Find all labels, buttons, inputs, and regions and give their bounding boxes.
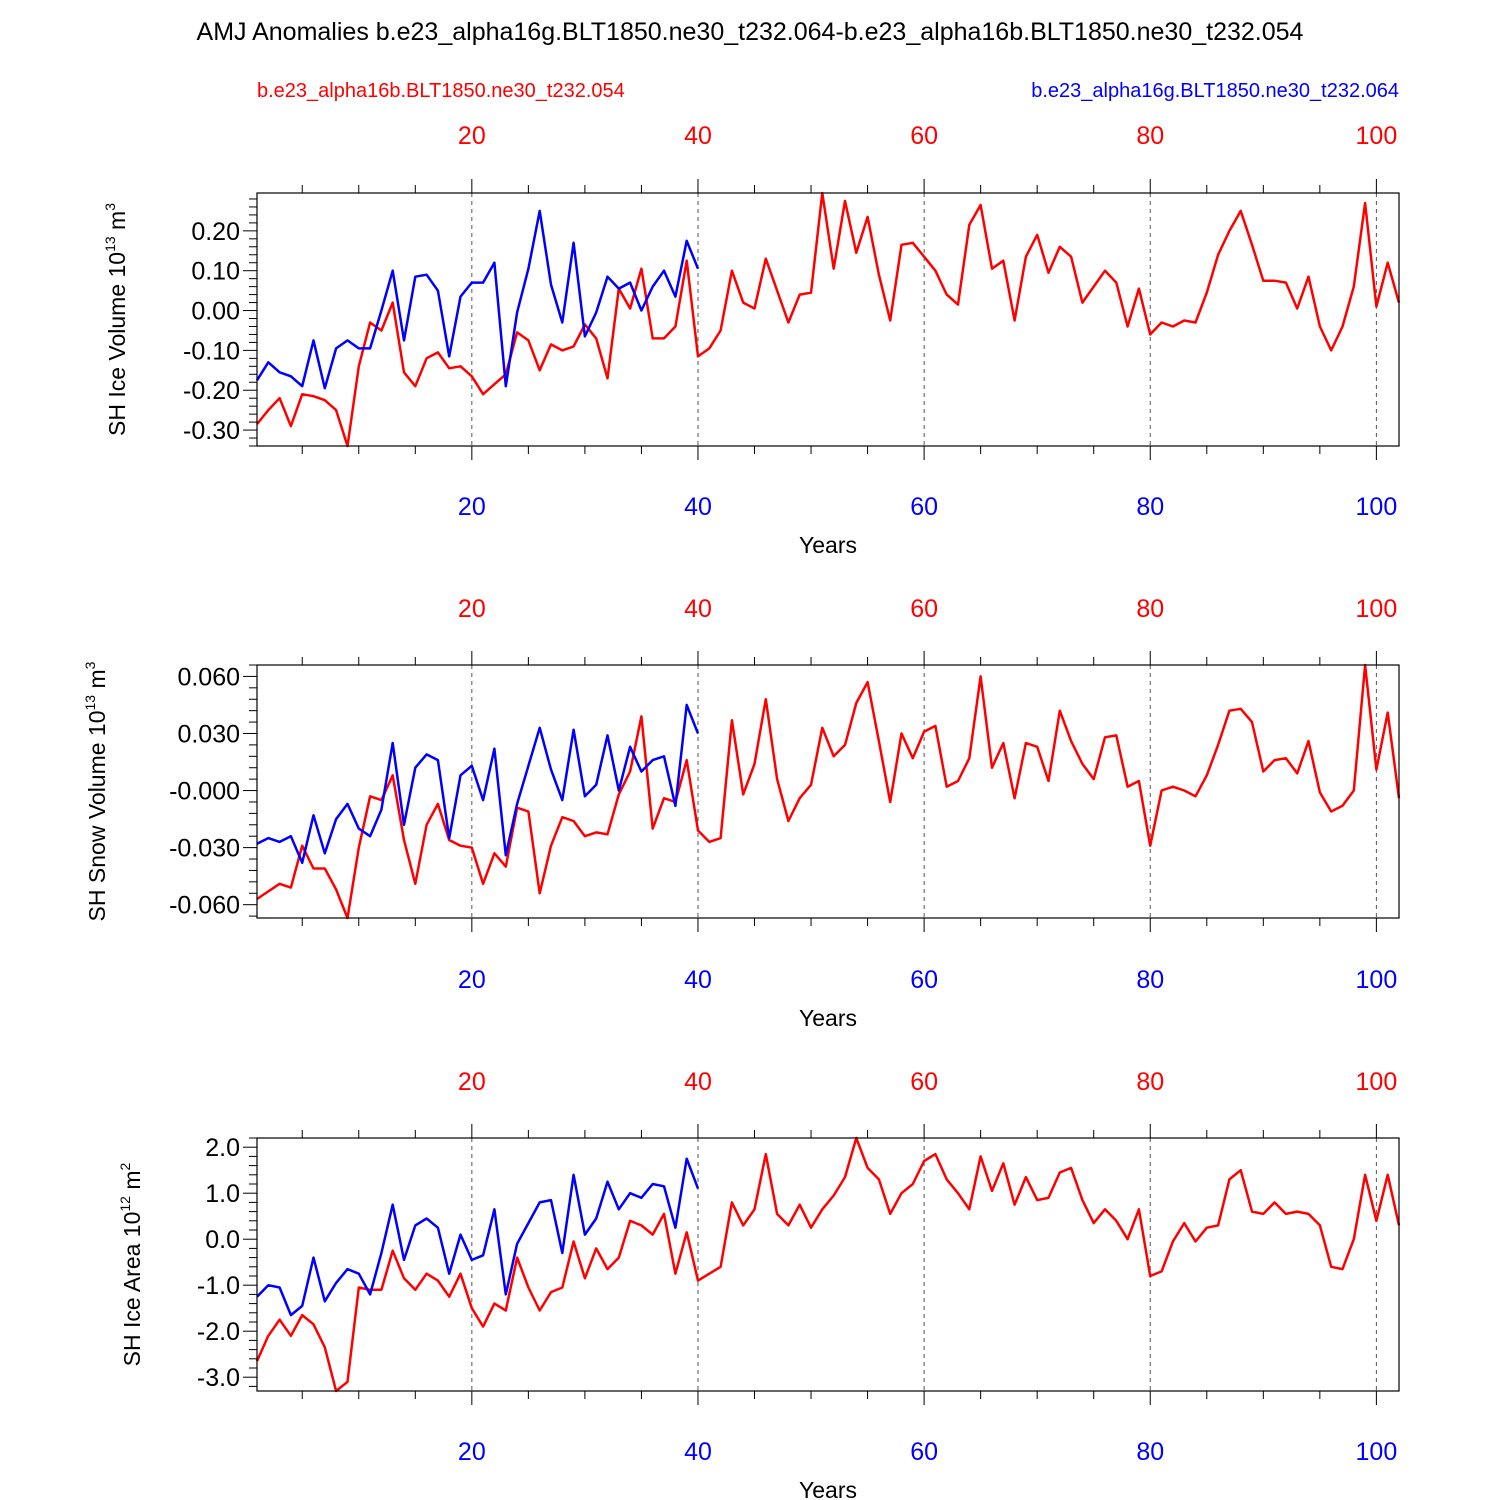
- x-tick-label-bottom: 40: [684, 966, 712, 994]
- series-line-blue: [256, 1157, 700, 1317]
- x-tick-label-bottom: 40: [684, 493, 712, 521]
- series-line-blue: [256, 703, 700, 865]
- x-tick-label-bottom: 60: [910, 1438, 938, 1466]
- y-tick-label: 0.0: [205, 1226, 240, 1254]
- x-tick-label-bottom: 80: [1136, 493, 1164, 521]
- y-tick-label: 0.20: [191, 218, 240, 246]
- x-tick-label-top: 60: [910, 595, 938, 623]
- x-tick-label-top: 100: [1356, 1068, 1398, 1096]
- plot-frame: [256, 192, 1400, 447]
- x-tick-label-top: 20: [458, 1068, 486, 1096]
- x-tick-label-top: 80: [1136, 595, 1164, 623]
- y-tick-label: -0.30: [183, 417, 240, 445]
- x-tick-label-bottom: 100: [1356, 493, 1398, 521]
- y-tick-label: -0.20: [183, 377, 240, 405]
- legend-blue-series-label: b.e23_alpha16g.BLT1850.ne30_t232.064: [1031, 80, 1399, 102]
- x-tick-label-top: 40: [684, 122, 712, 150]
- x-tick-label-bottom: 20: [458, 966, 486, 994]
- y-tick-label: 0.060: [177, 663, 240, 691]
- y-tick-label: 0.10: [191, 258, 240, 286]
- x-axis-label: Years: [799, 1005, 857, 1031]
- y-axis-label: SH Snow Volume 1013 m3: [82, 661, 110, 921]
- series-line-blue: [255, 209, 700, 390]
- legend-red-series-label: b.e23_alpha16b.BLT1850.ne30_t232.054: [257, 80, 625, 102]
- x-tick-label-bottom: 80: [1136, 1438, 1164, 1466]
- page-title: AMJ Anomalies b.e23_alpha16g.BLT1850.ne3…: [196, 18, 1304, 46]
- series-line-red: [256, 663, 1401, 920]
- y-tick-label: -0.030: [169, 835, 240, 863]
- y-tick-label: -2.0: [197, 1318, 240, 1346]
- x-tick-label-top: 80: [1136, 1068, 1164, 1096]
- x-axis-label: Years: [799, 1477, 857, 1500]
- series-line-red: [256, 191, 1401, 448]
- x-tick-label-top: 40: [684, 1068, 712, 1096]
- plot-frame: [256, 1137, 1400, 1392]
- x-tick-label-top: 60: [910, 1068, 938, 1096]
- x-tick-label-top: 100: [1356, 595, 1398, 623]
- y-tick-label: -1.0: [197, 1272, 240, 1300]
- series-line-red: [255, 1136, 1401, 1393]
- x-tick-label-bottom: 20: [458, 493, 486, 521]
- y-tick-label: -0.000: [169, 778, 240, 806]
- x-tick-label-top: 40: [684, 595, 712, 623]
- x-tick-label-top: 100: [1356, 122, 1398, 150]
- y-tick-label: -3.0: [197, 1364, 240, 1392]
- x-tick-label-top: 80: [1136, 122, 1164, 150]
- x-tick-label-bottom: 100: [1356, 1438, 1398, 1466]
- y-tick-label: 0.030: [177, 720, 240, 748]
- x-tick-label-bottom: 80: [1136, 966, 1164, 994]
- plot-frame: [256, 664, 1400, 919]
- x-axis-label: Years: [799, 532, 857, 558]
- y-tick-label: 2.0: [205, 1134, 240, 1162]
- x-tick-label-bottom: 40: [684, 1438, 712, 1466]
- y-tick-label: -0.10: [183, 337, 240, 365]
- y-tick-label: 0.00: [191, 298, 240, 326]
- x-tick-label-bottom: 20: [458, 1438, 486, 1466]
- x-tick-label-bottom: 100: [1356, 966, 1398, 994]
- x-tick-label-top: 20: [458, 595, 486, 623]
- y-axis-label: SH Ice Area 1012 m2: [117, 1162, 145, 1366]
- y-tick-label: -0.060: [169, 892, 240, 920]
- x-tick-label-top: 60: [910, 122, 938, 150]
- x-tick-label-top: 20: [458, 122, 486, 150]
- y-tick-label: 1.0: [205, 1180, 240, 1208]
- x-tick-label-bottom: 60: [910, 493, 938, 521]
- x-tick-label-bottom: 60: [910, 966, 938, 994]
- y-axis-label: SH Ice Volume 1013 m3: [102, 203, 130, 436]
